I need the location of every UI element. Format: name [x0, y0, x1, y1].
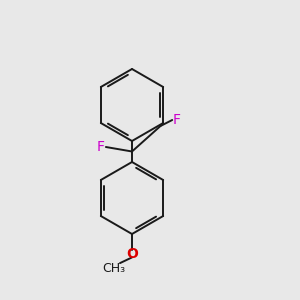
- Text: CH₃: CH₃: [102, 262, 126, 275]
- Text: F: F: [97, 140, 104, 154]
- Text: O: O: [126, 247, 138, 260]
- Text: F: F: [173, 113, 181, 127]
